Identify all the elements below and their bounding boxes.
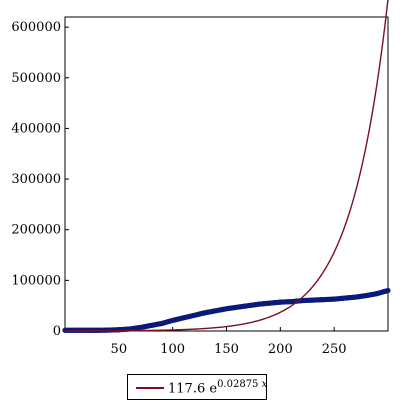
y-tick-label: 0 bbox=[53, 324, 61, 339]
legend-var: x bbox=[261, 379, 268, 390]
x-tick-label: 50 bbox=[111, 342, 128, 357]
legend-exponent: 0.02875 bbox=[217, 379, 259, 390]
y-tick-label: 500000 bbox=[11, 71, 61, 86]
plot-frame bbox=[64, 16, 389, 332]
data-point bbox=[385, 287, 391, 294]
x-tick-label: 200 bbox=[268, 342, 293, 357]
y-tick-label: 300000 bbox=[11, 172, 61, 187]
x-tick-label: 150 bbox=[214, 342, 239, 357]
axes bbox=[64, 16, 389, 332]
legend-base: e bbox=[209, 381, 218, 397]
y-tick-label: 100000 bbox=[11, 273, 61, 288]
fit-curve bbox=[65, 0, 389, 332]
x-tick-label: 100 bbox=[160, 342, 185, 357]
y-tick-label: 200000 bbox=[11, 223, 61, 238]
y-axis: 0 100000 200000 300000 400000 500000 600000 bbox=[11, 20, 69, 339]
legend: 117.6 e0.02875 x bbox=[127, 374, 267, 400]
legend-line-swatch bbox=[136, 387, 164, 389]
data-series bbox=[62, 287, 391, 333]
y-tick-label: 600000 bbox=[11, 20, 61, 35]
x-axis: 50 100 150 200 250 bbox=[111, 327, 347, 357]
legend-coef: 117.6 bbox=[168, 381, 206, 397]
legend-label: 117.6 e0.02875 x bbox=[168, 379, 267, 396]
x-tick-label: 250 bbox=[322, 342, 347, 357]
legend-exponent-group: 0.02875 x bbox=[217, 379, 267, 390]
y-tick-label: 400000 bbox=[11, 121, 61, 136]
